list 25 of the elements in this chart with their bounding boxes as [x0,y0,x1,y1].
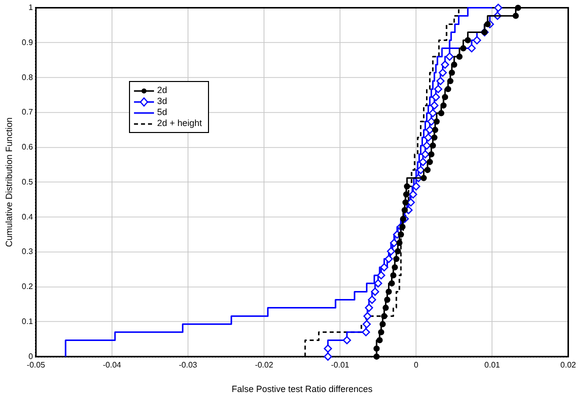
y-tick-label: 0.8 [22,72,34,82]
legend-label: 2d + height [157,118,202,130]
y-tick-label: 0.5 [22,177,34,186]
y-tick-label: 0.1 [22,316,34,326]
x-tick-label: -0.04 [102,360,122,370]
y-tick-label: 0.9 [22,38,34,47]
x-tick-label: -0.01 [330,360,350,370]
legend-label: 3d [157,96,168,108]
legend-label: 2d [157,85,168,96]
y-tick-label: 0.4 [22,212,34,222]
x-tick-label: 0 [414,360,419,370]
x-tick-label: -0.03 [178,360,198,370]
x-axis-title: False Postive test Ratio differences [232,384,374,394]
y-tick-label: 0 [28,352,34,361]
y-tick-label: 0.2 [22,282,34,292]
y-tick-label: 0.7 [22,108,34,117]
y-tick-label: 0.6 [22,142,34,152]
y-tick-label: 1 [28,3,34,12]
y-tick-label: 0.3 [22,247,34,256]
x-tick-label: -0.05 [26,360,46,370]
x-tick-label: 0.02 [560,360,577,370]
legend-label: 5d [157,107,168,118]
x-tick-label: 0.01 [484,360,501,370]
y-axis-title: Cumulative Distribution Function [4,117,14,247]
x-tick-label: -0.02 [254,360,274,370]
